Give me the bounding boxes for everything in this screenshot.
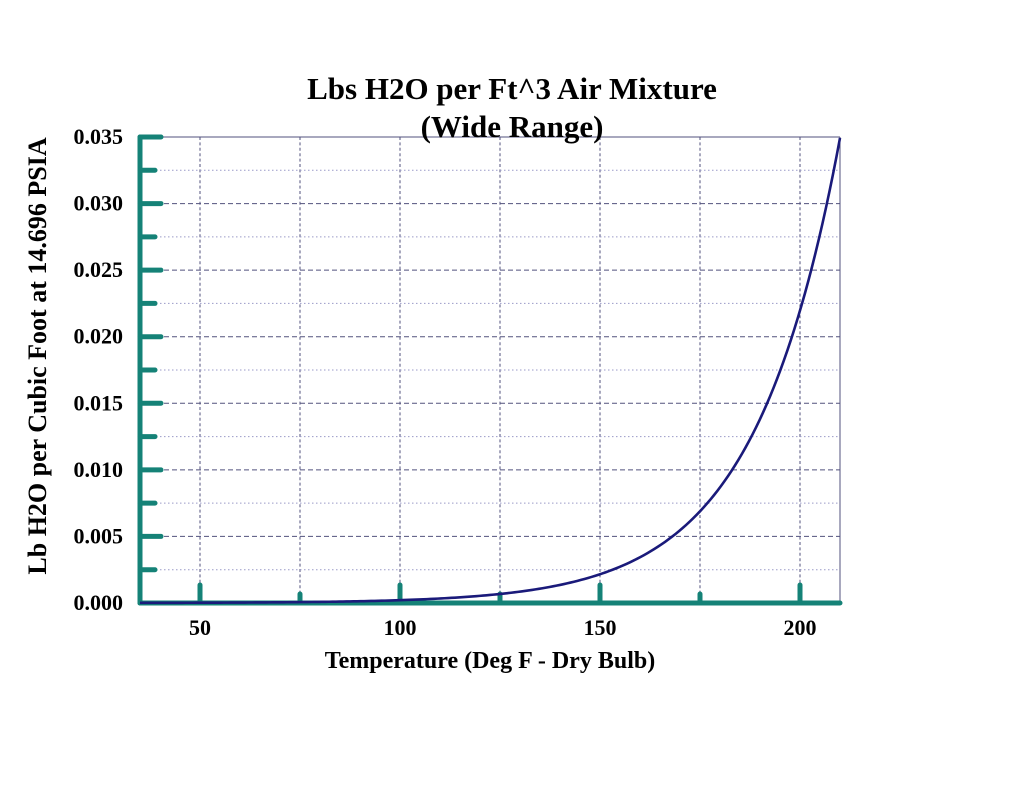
svg-text:0.030: 0.030 <box>74 191 124 216</box>
svg-text:0.015: 0.015 <box>74 390 124 415</box>
svg-text:0.020: 0.020 <box>74 324 124 349</box>
svg-text:0.005: 0.005 <box>74 523 124 548</box>
svg-text:100: 100 <box>384 615 417 640</box>
svg-text:200: 200 <box>784 615 817 640</box>
svg-text:0.000: 0.000 <box>74 590 124 615</box>
svg-text:50: 50 <box>189 615 211 640</box>
svg-text:150: 150 <box>584 615 617 640</box>
svg-text:0.010: 0.010 <box>74 457 124 482</box>
svg-text:0.025: 0.025 <box>74 257 124 282</box>
